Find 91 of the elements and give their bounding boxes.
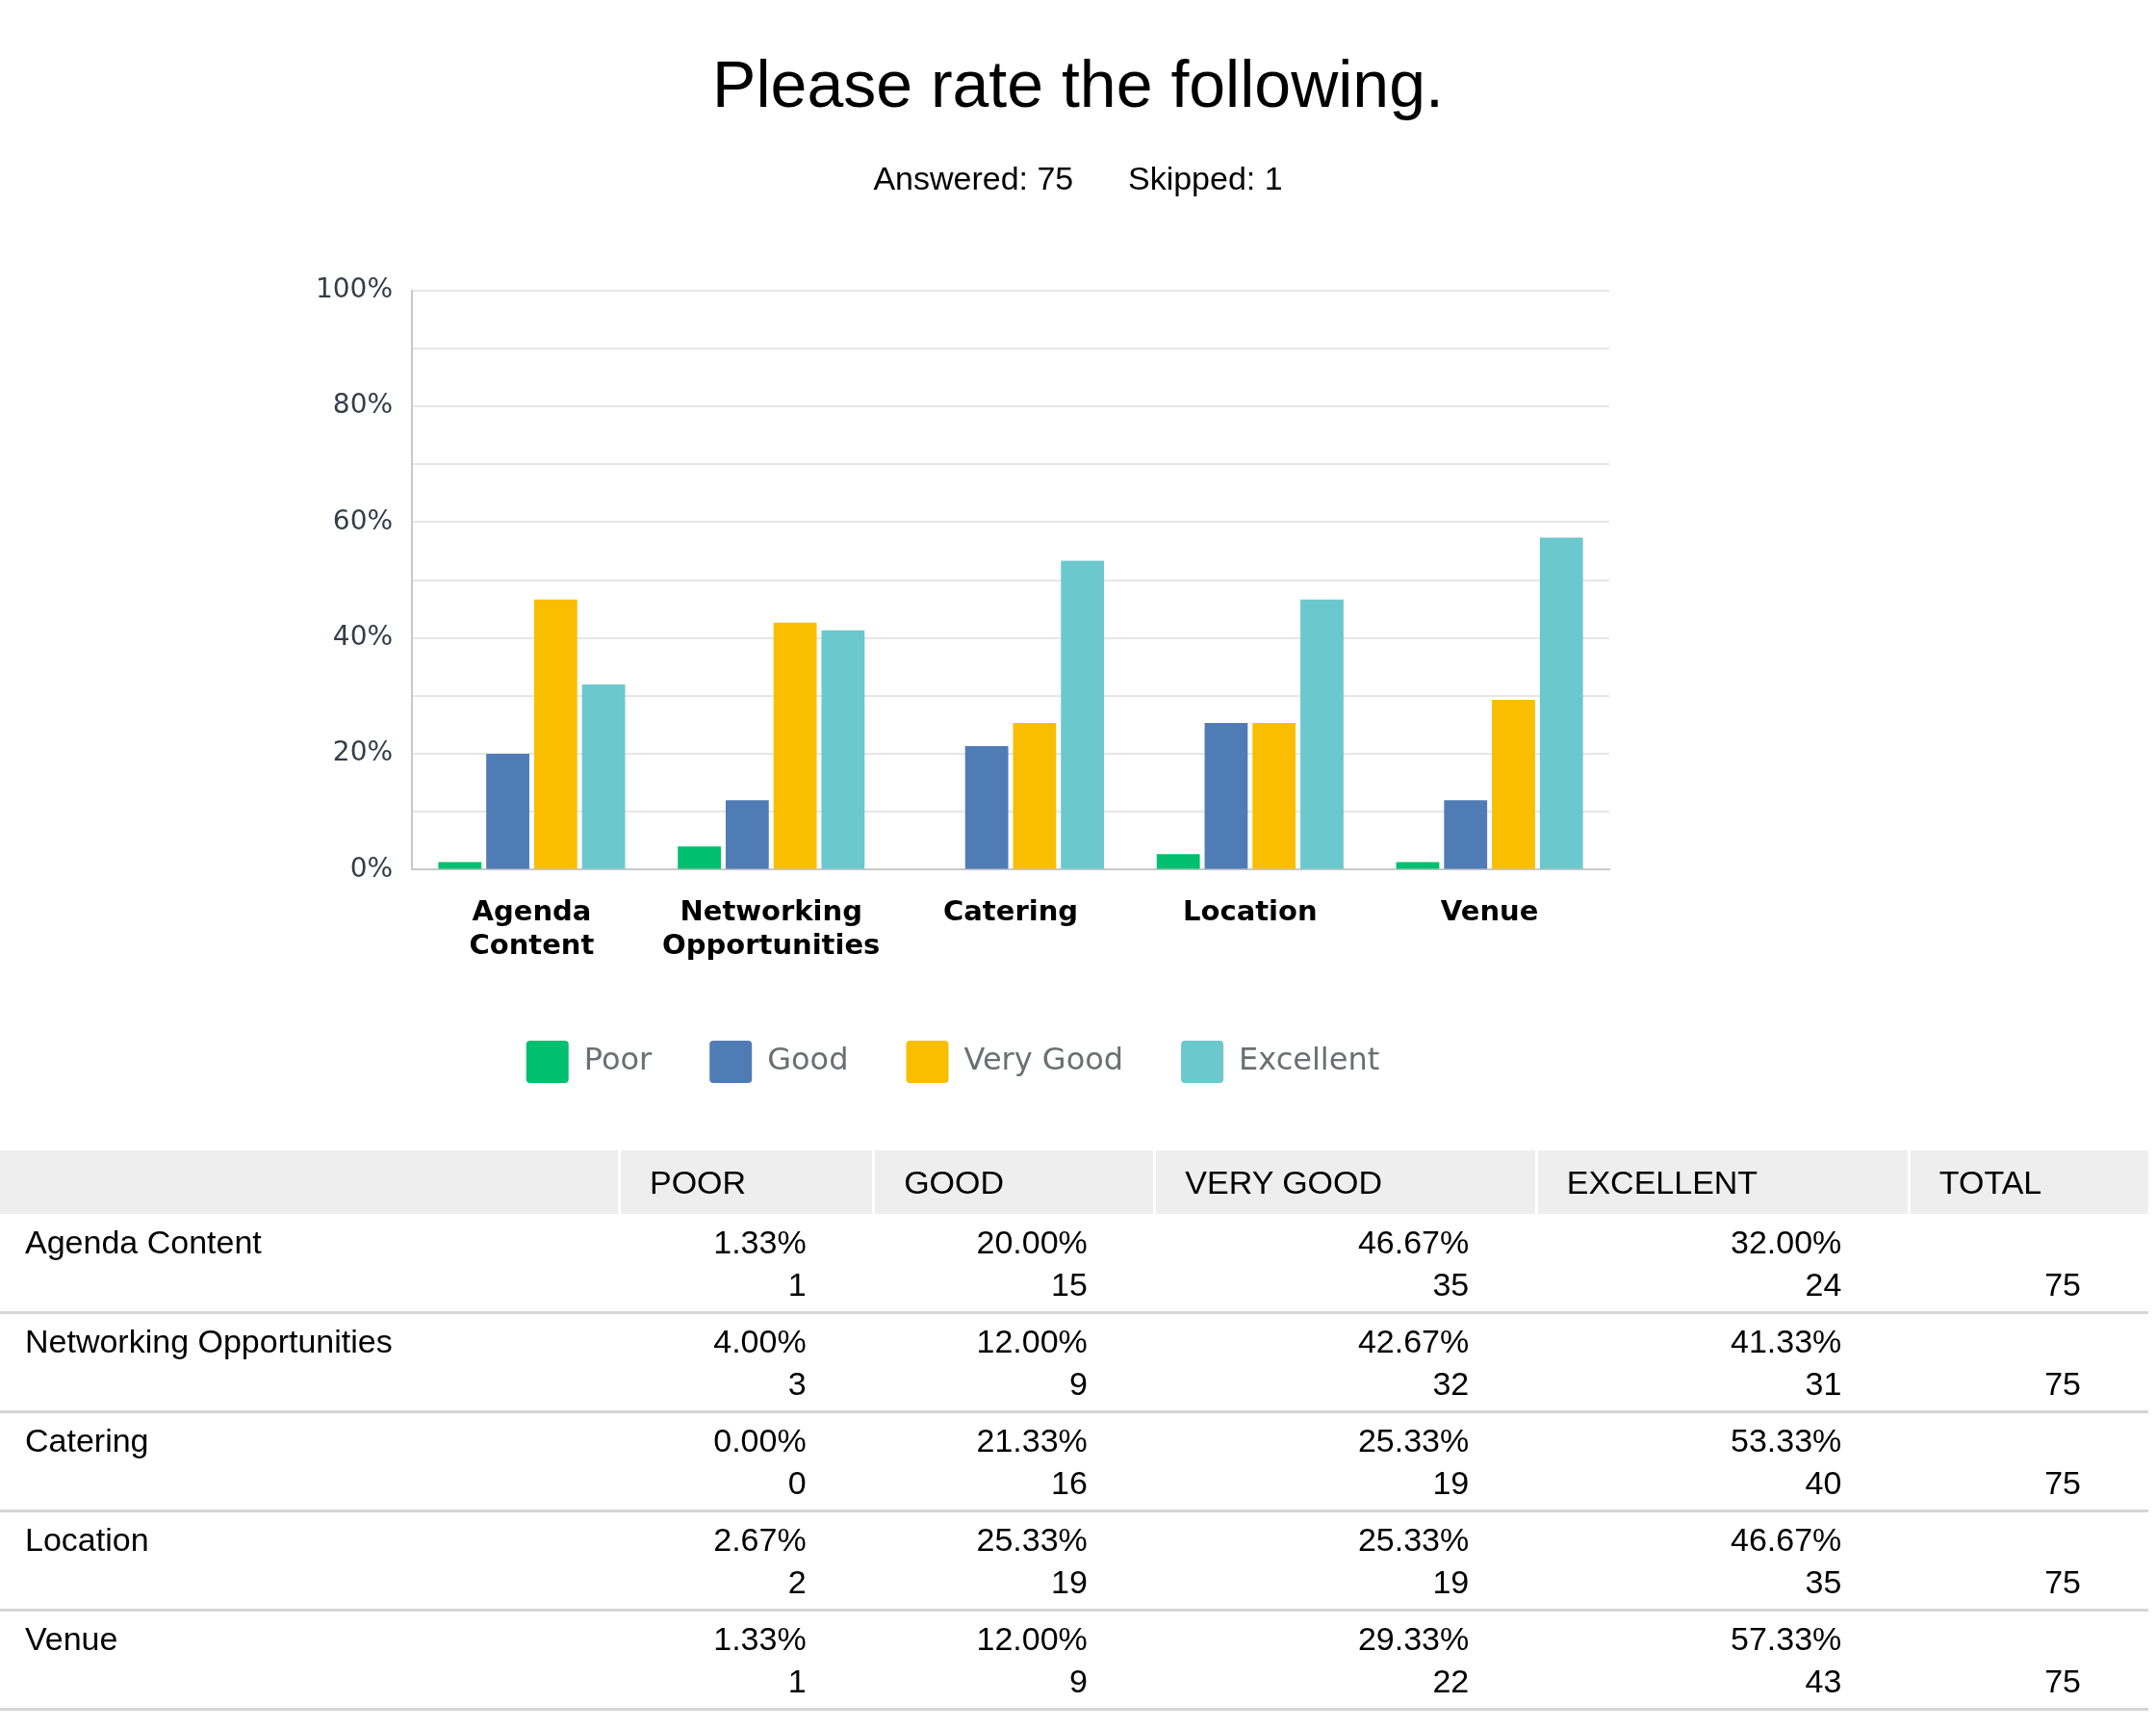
data-label: 1.33%	[712, 1223, 807, 1262]
data-label: 4.00%	[712, 1322, 807, 1361]
data-label: 19	[1431, 1463, 1470, 1503]
data-label: 16	[1050, 1463, 1088, 1503]
legend-label: Very Good	[963, 1041, 1124, 1078]
legend-label: Good	[767, 1041, 849, 1078]
bar	[533, 599, 578, 869]
data-label: 15	[1050, 1265, 1088, 1304]
data-label: 75	[2043, 1562, 2081, 1602]
data-label: 12.00%	[975, 1322, 1088, 1361]
data-label: 0.00%	[712, 1421, 807, 1460]
category-label: Agenda Content	[24, 1223, 263, 1262]
data-label: 40	[1804, 1463, 1842, 1503]
category-label: Venue	[24, 1619, 119, 1659]
data-label: 75	[2043, 1662, 2081, 1701]
data-label: 35	[1804, 1562, 1842, 1602]
data-label: 24	[1804, 1265, 1842, 1304]
x-tick-label: Networking Opportunities	[662, 894, 881, 962]
data-label: 46.67%	[1356, 1223, 1470, 1262]
data-label: 35	[1431, 1265, 1470, 1304]
data-label: 29.33%	[1356, 1619, 1470, 1659]
data-label: 9	[1067, 1662, 1088, 1701]
data-label: 31	[1804, 1364, 1842, 1404]
bar	[1204, 723, 1248, 869]
data-label: 12.00%	[975, 1619, 1088, 1659]
category-label: Location	[24, 1520, 150, 1560]
bar	[678, 846, 721, 869]
data-label: 75	[2043, 1265, 2081, 1304]
bar	[725, 800, 769, 869]
y-tick-label: 80%	[332, 388, 394, 421]
chart-title: Please rate the following.	[711, 46, 1445, 121]
data-label: 25.33%	[1356, 1421, 1470, 1460]
x-tick-label: Catering	[943, 894, 1079, 928]
bar	[964, 746, 1009, 869]
bar	[1013, 723, 1057, 869]
x-tick-label: Location	[1183, 894, 1318, 928]
data-label: 57.33%	[1729, 1619, 1842, 1659]
data-label: 9	[1067, 1364, 1088, 1404]
chart-subtitle: Answered: 75 Skipped: 1	[872, 160, 1284, 197]
data-label: 25.33%	[975, 1520, 1088, 1560]
category-label: Networking Opportunities	[24, 1322, 394, 1361]
bar	[1300, 599, 1344, 869]
bar	[438, 862, 482, 869]
data-label: 75	[2043, 1463, 2081, 1503]
bar	[486, 754, 529, 869]
text: TOTAL	[1909, 1150, 2148, 1215]
data-label: 22	[1431, 1662, 1470, 1701]
data-label: 19	[1050, 1562, 1088, 1602]
bar	[1396, 862, 1440, 869]
bar	[773, 622, 817, 869]
text: VERY GOOD	[1154, 1150, 1537, 1215]
text: GOOD	[873, 1150, 1155, 1215]
data-label: 43	[1804, 1662, 1842, 1701]
data-label: 3	[786, 1364, 807, 1404]
bar	[1156, 854, 1200, 869]
data-label: 75	[2043, 1364, 2081, 1404]
y-tick-label: 0%	[349, 851, 394, 884]
category-label: Catering	[24, 1421, 150, 1460]
y-tick-label: 60%	[332, 503, 394, 536]
bar	[581, 684, 626, 869]
data-label: 32.00%	[1729, 1223, 1842, 1262]
data-label: 25.33%	[1356, 1520, 1470, 1560]
text: POOR	[619, 1150, 874, 1215]
x-tick-label: Venue	[1440, 894, 1539, 928]
bar	[1252, 723, 1296, 869]
data-label: 1	[786, 1662, 807, 1701]
text: EXCELLENT	[1536, 1150, 1910, 1215]
data-label: 2.67%	[712, 1520, 807, 1560]
data-label: 1	[786, 1265, 807, 1304]
bar	[1539, 537, 1583, 869]
data-label: 2	[786, 1562, 807, 1602]
data-label: 46.67%	[1729, 1520, 1842, 1560]
legend-label: Poor	[583, 1041, 654, 1078]
x-tick-label: Agenda Content	[469, 894, 595, 962]
data-label: 0	[786, 1463, 807, 1503]
y-tick-label: 100%	[315, 272, 394, 305]
data-label: 19	[1431, 1562, 1470, 1602]
bar	[1061, 560, 1105, 869]
data-label: 20.00%	[975, 1223, 1088, 1262]
y-tick-label: 40%	[332, 620, 394, 653]
data-label: 41.33%	[1729, 1322, 1842, 1361]
bar	[1444, 800, 1488, 869]
data-label: 53.33%	[1729, 1421, 1842, 1460]
data-label: 42.67%	[1356, 1322, 1470, 1361]
legend-label: Excellent	[1239, 1041, 1380, 1078]
y-tick-label: 20%	[332, 735, 394, 768]
bar	[1492, 699, 1535, 869]
data-label: 32	[1431, 1364, 1470, 1404]
data-label: 21.33%	[975, 1421, 1088, 1460]
bar	[821, 630, 865, 869]
data-label: 1.33%	[712, 1619, 807, 1659]
